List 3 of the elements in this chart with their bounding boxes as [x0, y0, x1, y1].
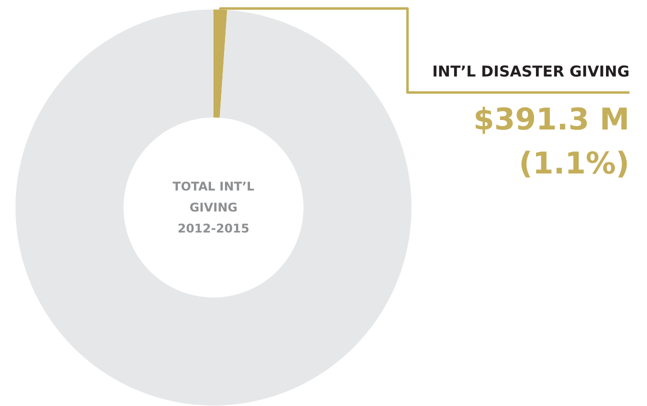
text: TOTAL INT’L GIVING 2012-2015	[172, 180, 255, 236]
data-label: $391.3 M (1.1%)	[473, 102, 630, 182]
slice-label: INT’L DISASTER GIVING	[432, 62, 630, 80]
